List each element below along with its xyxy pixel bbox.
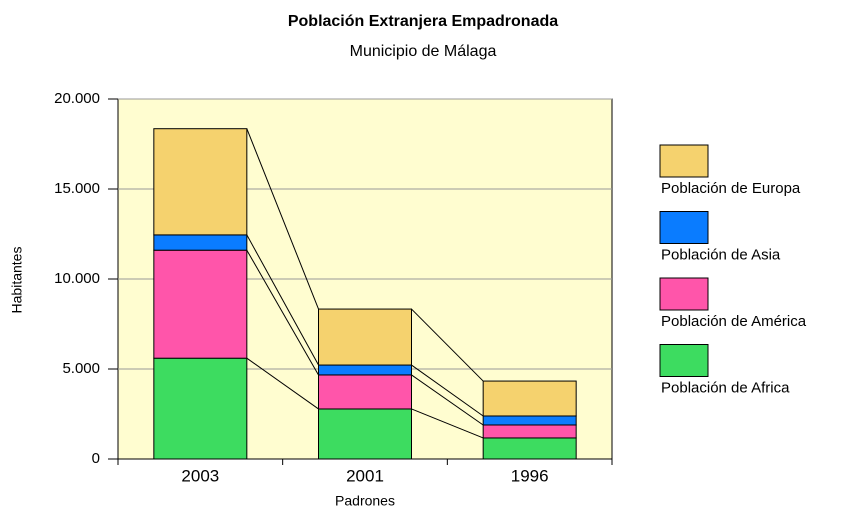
connector-line <box>246 249 319 376</box>
bar-segment <box>318 308 412 366</box>
bar-segment <box>318 408 412 460</box>
legend-swatch <box>659 211 709 244</box>
connector-line <box>411 308 484 382</box>
legend-swatch <box>659 277 709 311</box>
bar-segment <box>318 374 412 410</box>
y-tick-label: 10.000 <box>54 270 100 287</box>
bar-segment <box>318 364 412 376</box>
connector-line <box>411 408 484 439</box>
legend-label: Población de América <box>661 313 807 330</box>
y-tick-label: 15.000 <box>54 180 100 197</box>
bar-segment <box>482 380 577 417</box>
bar-segment <box>153 234 248 251</box>
bar-segment <box>153 128 248 236</box>
connector-line <box>246 234 319 366</box>
bar-segment <box>482 424 577 439</box>
x-tick-label: 2003 <box>181 466 219 485</box>
connector-line <box>246 128 319 310</box>
legend-swatch <box>659 144 709 178</box>
x-axis-label: Padrones <box>335 493 395 509</box>
x-tick-label: 2001 <box>346 466 384 485</box>
y-tick-label: 5.000 <box>62 360 100 377</box>
connector-line <box>411 374 484 426</box>
legend-label: Población de Europa <box>661 180 801 197</box>
legend-label: Población de Africa <box>661 379 790 396</box>
bar-segment <box>153 357 248 460</box>
chart-title: Población Extranjera Empadronada <box>288 13 558 30</box>
legend-swatch <box>659 344 709 377</box>
y-tick-label: 20.000 <box>54 90 100 107</box>
bar-segment <box>482 415 577 426</box>
connector-line <box>411 364 484 417</box>
connector-line <box>246 357 319 410</box>
bar-segment <box>482 437 577 460</box>
y-tick-label: 0 <box>92 450 100 467</box>
x-tick-label: 1996 <box>511 466 549 485</box>
chart-subtitle: Municipio de Málaga <box>350 43 497 60</box>
y-axis-label: Habitantes <box>9 247 25 314</box>
bar-segment <box>153 249 248 359</box>
legend-label: Población de Asia <box>661 246 781 263</box>
